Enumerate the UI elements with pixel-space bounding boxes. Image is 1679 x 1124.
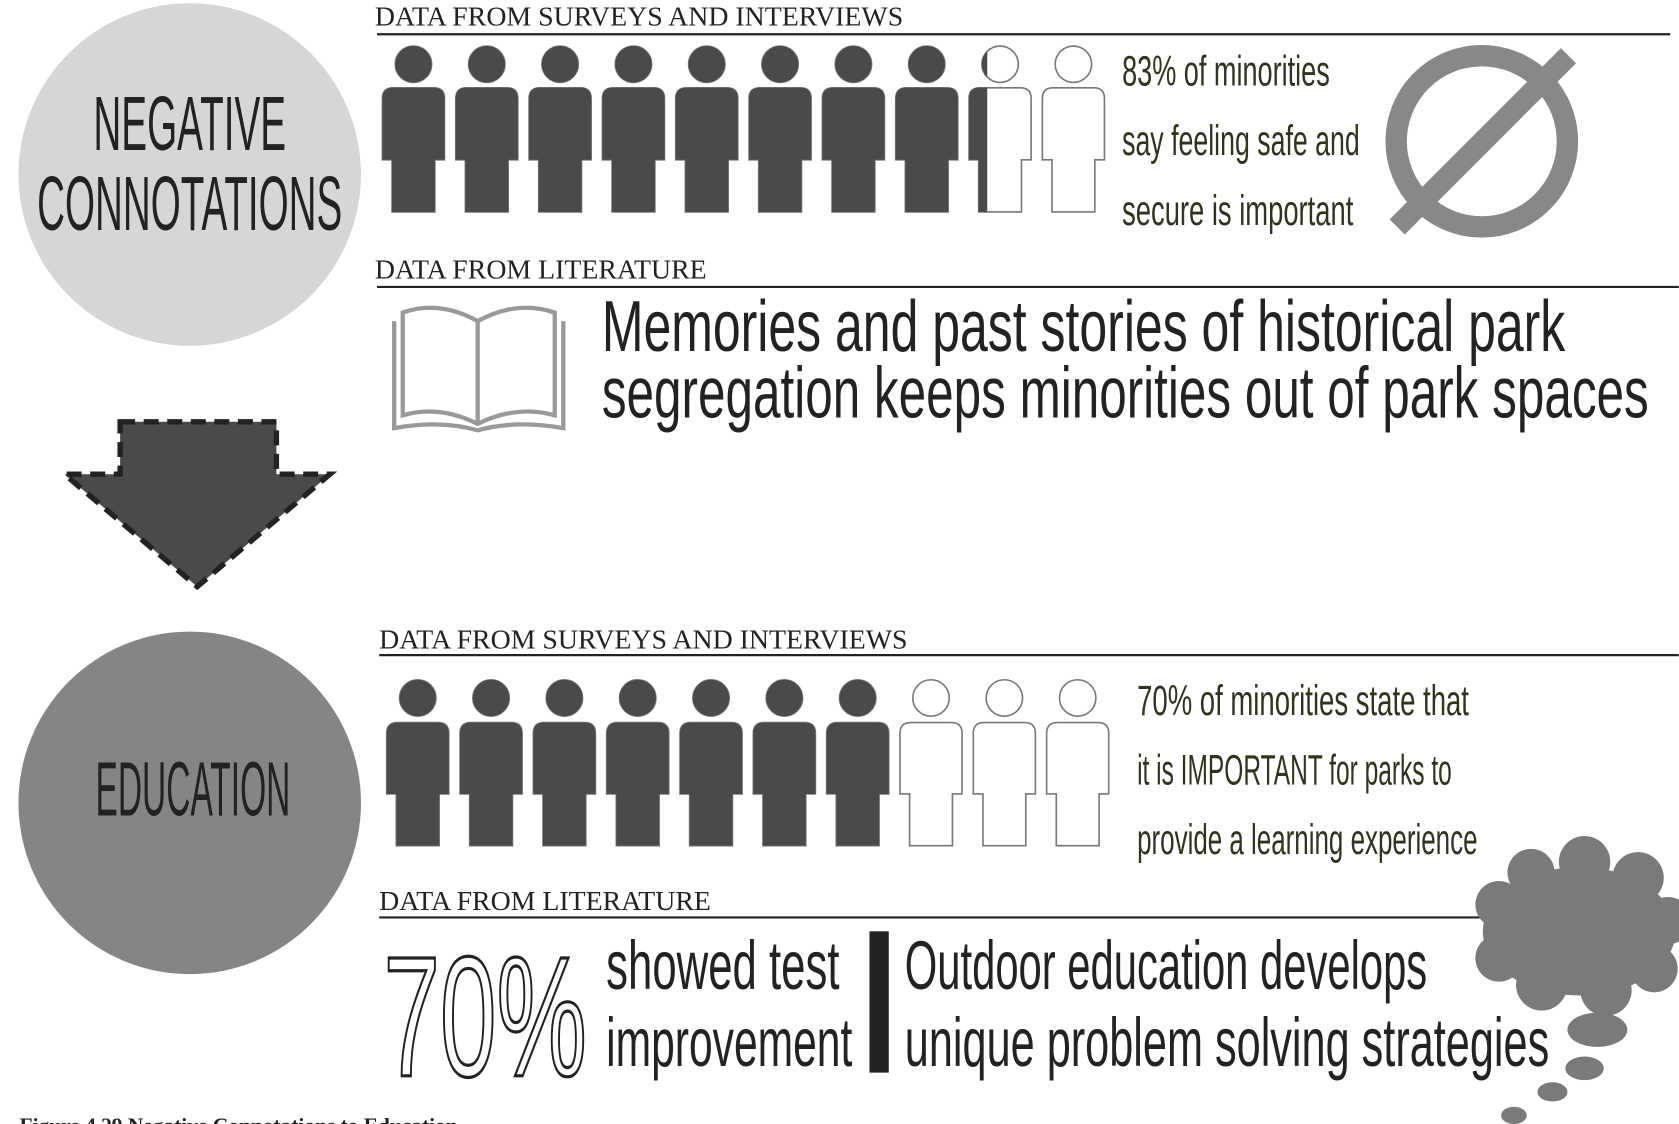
person-icon [528,45,592,213]
stat-text: showed test [606,927,839,1004]
circle-label: NEGATIVE [93,81,286,167]
survey-text: it is IMPORTANT for parks to [1137,747,1452,795]
heading: DATA FROM LITERATURE [375,254,707,285]
person-icon [674,45,739,213]
survey-text: secure is important [1122,187,1353,235]
null-icon [1385,44,1579,238]
person-icon [459,678,523,847]
survey-text: say feeling safe and [1122,117,1360,165]
person-icon [454,45,519,213]
person-icon [752,678,817,847]
book-icon [392,305,566,433]
literature-text: segregation keeps minorities out of park… [602,352,1649,433]
person-icon [968,45,1032,213]
circle [18,3,361,346]
person-icon [605,678,670,847]
literature-text: Outdoor education develops [905,927,1427,1004]
person-icon [821,45,886,213]
person-icon [825,678,890,847]
person-icon [532,678,597,847]
person-icon [385,678,450,847]
person-icon [972,678,1037,847]
heading: DATA FROM SURVEYS AND INTERVIEWS [379,625,907,656]
person-icon [748,45,812,213]
person-icon [381,45,446,213]
stat: 70% [383,922,586,1113]
survey-text: 70% of minorities state that [1137,677,1469,725]
circle-label: EDUCATION [96,747,291,833]
person-icon [679,678,743,847]
person-icon [1041,45,1106,213]
literature-text: Memories and past stories of historical … [602,286,1566,367]
person-icon [894,45,959,213]
literature-text: unique problem solving strategies [905,1004,1549,1081]
arrow [57,419,338,591]
icon-row [381,45,1106,213]
circle-label: CONNOTATIONS [37,161,342,247]
survey-text: provide a learning experience [1137,816,1477,864]
divider [869,931,889,1073]
stat-text: improvement [606,1004,852,1081]
circle [18,631,361,975]
person-icon [601,45,666,213]
person-icon [1045,678,1110,847]
figure-caption: Figure 4.29 Negative Connotations to Edu… [20,1114,458,1124]
thought-cloud [1475,836,1679,1124]
heading: DATA FROM LITERATURE [379,886,711,917]
heading: DATA FROM SURVEYS AND INTERVIEWS [375,2,903,33]
person-icon [899,678,963,847]
icon-row [385,678,1110,847]
survey-text: 83% of minorities [1122,48,1330,96]
